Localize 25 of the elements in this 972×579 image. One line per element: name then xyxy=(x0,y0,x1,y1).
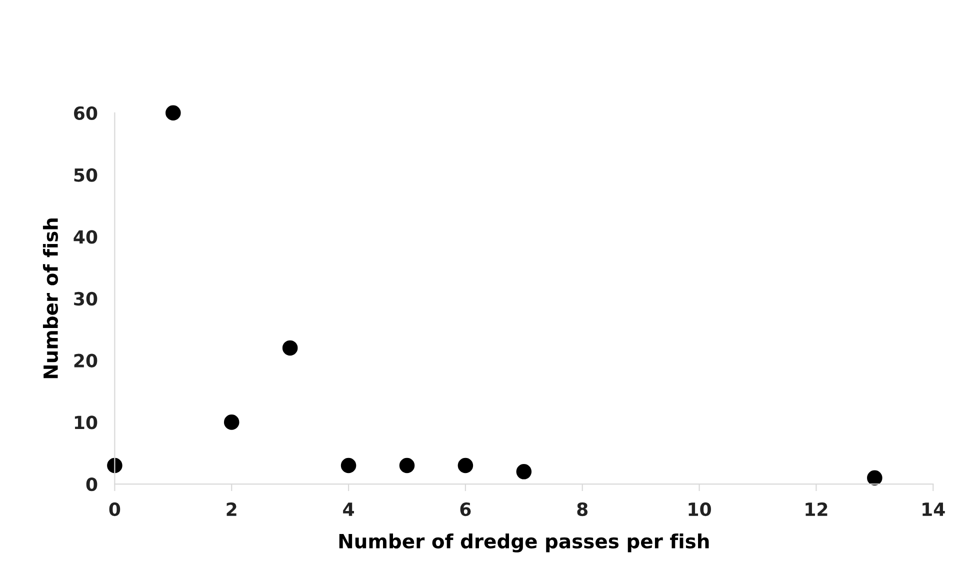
y-tick-label: 60 xyxy=(74,106,98,120)
y-tick-label: 0 xyxy=(86,478,98,492)
y-tick-label: 40 xyxy=(74,230,98,244)
point xyxy=(399,458,415,474)
x-tick-label: 4 xyxy=(343,502,354,516)
x-tick-label: 0 xyxy=(109,502,120,516)
point xyxy=(516,464,532,480)
point xyxy=(282,340,298,356)
x-tick-label: 10 xyxy=(688,502,711,516)
x-axis-title: Number of dredge passes per fish xyxy=(339,533,709,552)
y-tick-label: 30 xyxy=(74,292,98,306)
y-axis-title: Number of fish xyxy=(42,218,58,378)
x-tick-label: 12 xyxy=(806,502,828,516)
x-tick-label: 2 xyxy=(226,502,236,516)
point xyxy=(867,470,882,486)
point xyxy=(224,414,240,430)
x-tick-label: 8 xyxy=(577,502,588,516)
point xyxy=(340,458,356,474)
y-tick-label: 50 xyxy=(74,168,98,182)
x-tick-label: 6 xyxy=(460,502,471,516)
point xyxy=(166,105,181,121)
x-tick-label: 14 xyxy=(922,502,945,516)
y-tick-label: 10 xyxy=(74,416,98,430)
point xyxy=(458,458,474,474)
y-tick-label: 20 xyxy=(74,354,98,368)
